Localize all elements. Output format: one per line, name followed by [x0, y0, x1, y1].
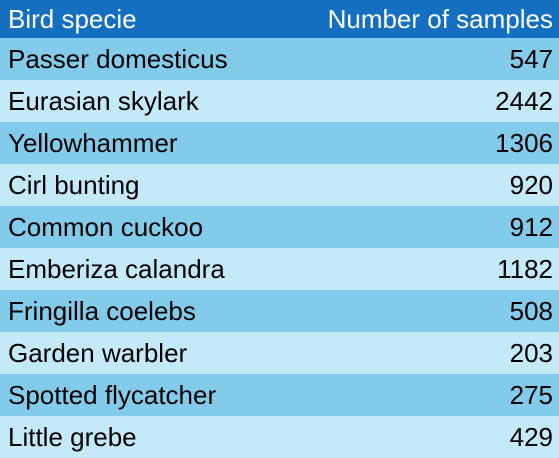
header-number-of-samples: Number of samples	[327, 3, 553, 34]
sample-count-cell: 275	[509, 379, 553, 410]
bird-name-cell: Little grebe	[8, 421, 137, 452]
table-row: Cirl bunting 920	[0, 164, 559, 206]
table-row: Spotted flycatcher 275	[0, 374, 559, 416]
sample-count-cell: 2442	[495, 85, 553, 116]
bird-name-cell: Common cuckoo	[8, 211, 204, 242]
bird-name-cell: Eurasian skylark	[8, 85, 199, 116]
sample-count-cell: 547	[509, 43, 553, 74]
table-row: Passer domesticus 547	[0, 38, 559, 80]
table-row: Garden warbler 203	[0, 332, 559, 374]
bird-name-cell: Yellowhammer	[8, 127, 178, 158]
table-header-row: Bird specie Number of samples	[0, 0, 559, 38]
table-row: Little grebe 429	[0, 416, 559, 458]
table-row: Eurasian skylark 2442	[0, 80, 559, 122]
bird-name-cell: Garden warbler	[8, 337, 188, 368]
table-row: Emberiza calandra 1182	[0, 248, 559, 290]
bird-name-cell: Fringilla coelebs	[8, 295, 196, 326]
sample-count-cell: 508	[509, 295, 553, 326]
header-bird-specie: Bird specie	[8, 3, 137, 34]
sample-count-cell: 203	[509, 337, 553, 368]
sample-count-cell: 429	[509, 421, 553, 452]
bird-name-cell: Emberiza calandra	[8, 253, 225, 284]
bird-name-cell: Cirl bunting	[8, 169, 140, 200]
sample-count-cell: 1306	[495, 127, 553, 158]
bird-name-cell: Spotted flycatcher	[8, 379, 217, 410]
sample-count-cell: 920	[509, 169, 553, 200]
sample-count-cell: 912	[509, 211, 553, 242]
table-row: Common cuckoo 912	[0, 206, 559, 248]
sample-count-cell: 1182	[497, 253, 553, 284]
table-row: Fringilla coelebs 508	[0, 290, 559, 332]
table-row: Yellowhammer 1306	[0, 122, 559, 164]
bird-name-cell: Passer domesticus	[8, 43, 228, 74]
